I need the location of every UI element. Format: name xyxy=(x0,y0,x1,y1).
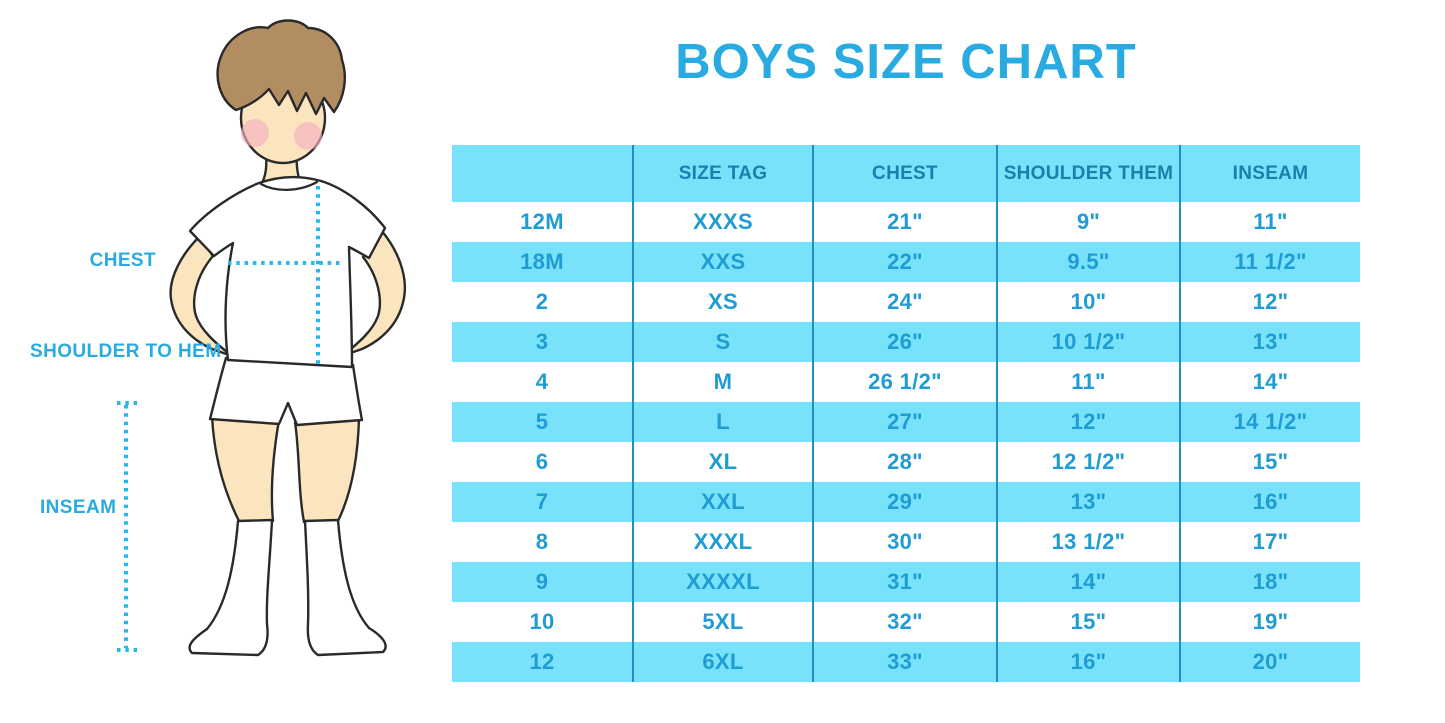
table-cell: L xyxy=(632,402,813,442)
left-arm xyxy=(169,235,234,358)
table-cell: 14" xyxy=(996,562,1180,602)
table-cell: 17" xyxy=(1179,522,1360,562)
table-body: 12M XXXS 21" 9" 11" 18M XXS 22" 9.5" 11 1/2" 2 XS 24… xyxy=(452,202,1360,682)
table-cell: 21" xyxy=(812,202,997,242)
table-row: 5 L 27" 12" 14 1/2" xyxy=(452,402,1360,442)
table-cell: 31" xyxy=(812,562,997,602)
table-cell: 19" xyxy=(1179,602,1360,642)
size-chart-table: SIZE TAG CHEST SHOULDER THEM INSEAM 12M XXXS… xyxy=(452,145,1360,682)
table-row: 10 5XL 32" 15" 19" xyxy=(452,602,1360,642)
table-cell: 28" xyxy=(812,442,997,482)
table-row: 6 XL 28" 12 1/2" 15" xyxy=(452,442,1360,482)
table-cell: 33" xyxy=(812,642,997,682)
table-cell: 32" xyxy=(812,602,997,642)
table-row: 2 XS 24" 10" 12" xyxy=(452,282,1360,322)
table-cell: XS xyxy=(632,282,813,322)
table-cell: XXXS xyxy=(632,202,813,242)
inseam-label: INSEAM xyxy=(40,497,117,518)
left-leg xyxy=(210,414,281,525)
table-cell: 9" xyxy=(996,202,1180,242)
table-cell: 11" xyxy=(1179,202,1360,242)
shoulder-to-hem-label: SHOULDER TO HEM xyxy=(30,341,222,362)
table-cell: 12" xyxy=(996,402,1180,442)
boy-shirt xyxy=(188,175,387,369)
table-cell: M xyxy=(632,362,813,402)
size-cell: 12 xyxy=(452,642,633,682)
table-cell: 15" xyxy=(996,602,1180,642)
size-cell: 9 xyxy=(452,562,633,602)
table-cell: 14" xyxy=(1179,362,1360,402)
table-cell: 15" xyxy=(1179,442,1360,482)
table-cell: XXXXL xyxy=(632,562,813,602)
size-cell: 7 xyxy=(452,482,633,522)
table-cell: 26" xyxy=(812,322,997,362)
table-row: 4 M 26 1/2" 11" 14" xyxy=(452,362,1360,402)
table-cell: S xyxy=(632,322,813,362)
header-row: SIZE TAG CHEST SHOULDER THEM INSEAM xyxy=(452,145,1360,202)
right-cheek xyxy=(294,122,322,150)
table-cell: 26 1/2" xyxy=(812,362,997,402)
left-cheek xyxy=(241,119,269,147)
right-leg xyxy=(293,416,361,524)
size-cell: 18M xyxy=(452,242,633,282)
table-cell: 10 1/2" xyxy=(996,322,1180,362)
table-cell: 13" xyxy=(1179,322,1360,362)
size-cell: 12M xyxy=(452,202,633,242)
size-cell: 2 xyxy=(452,282,633,322)
table-cell: 9.5" xyxy=(996,242,1180,282)
table-cell: 14 1/2" xyxy=(1179,402,1360,442)
boy-shorts xyxy=(208,356,364,427)
table-cell: 10" xyxy=(996,282,1180,322)
table-cell: 12 1/2" xyxy=(996,442,1180,482)
table-cell: 13 1/2" xyxy=(996,522,1180,562)
table-row: 8 XXXL 30" 13 1/2" 17" xyxy=(452,522,1360,562)
table-cell: 29" xyxy=(812,482,997,522)
table-row: 7 XXL 29" 13" 16" xyxy=(452,482,1360,522)
column-header: SHOULDER THEM xyxy=(996,145,1180,202)
column-header: SIZE TAG xyxy=(632,145,813,202)
table-cell: 12" xyxy=(1179,282,1360,322)
table-cell: 6XL xyxy=(632,642,813,682)
column-header-empty xyxy=(452,145,633,202)
table-cell: 11 1/2" xyxy=(1179,242,1360,282)
table-row: 12M XXXS 21" 9" 11" xyxy=(452,202,1360,242)
table-cell: 30" xyxy=(812,522,997,562)
table-cell: XXL xyxy=(632,482,813,522)
right-sock xyxy=(303,518,387,657)
boy-hair xyxy=(216,19,346,116)
table-cell: 27" xyxy=(812,402,997,442)
size-cell: 3 xyxy=(452,322,633,362)
table-row: 3 S 26" 10 1/2" 13" xyxy=(452,322,1360,362)
table-cell: 16" xyxy=(1179,482,1360,522)
table-row: 18M XXS 22" 9.5" 11 1/2" xyxy=(452,242,1360,282)
table-cell: 11" xyxy=(996,362,1180,402)
table-cell: 24" xyxy=(812,282,997,322)
size-cell: 6 xyxy=(452,442,633,482)
table-cell: XXXL xyxy=(632,522,813,562)
shirt-collar-line xyxy=(259,180,319,191)
table-cell: 16" xyxy=(996,642,1180,682)
table-cell: 22" xyxy=(812,242,997,282)
size-cell: 8 xyxy=(452,522,633,562)
column-header: CHEST xyxy=(812,145,997,202)
table-cell: 5XL xyxy=(632,602,813,642)
column-header: INSEAM xyxy=(1179,145,1360,202)
table-cell: XXS xyxy=(632,242,813,282)
chest-label: CHEST xyxy=(89,250,156,271)
table-row: 12 6XL 33" 16" 20" xyxy=(452,642,1360,682)
table-row: 9 XXXXL 31" 14" 18" xyxy=(452,562,1360,602)
table-cell: 20" xyxy=(1179,642,1360,682)
table-cell: XL xyxy=(632,442,813,482)
left-sock xyxy=(188,518,274,657)
page-title: BOYS SIZE CHART xyxy=(675,35,1137,89)
size-cell: 10 xyxy=(452,602,633,642)
size-cell: 5 xyxy=(452,402,633,442)
table-cell: 18" xyxy=(1179,562,1360,602)
table-cell: 13" xyxy=(996,482,1180,522)
size-cell: 4 xyxy=(452,362,633,402)
boy-figure-illustration xyxy=(117,19,407,657)
